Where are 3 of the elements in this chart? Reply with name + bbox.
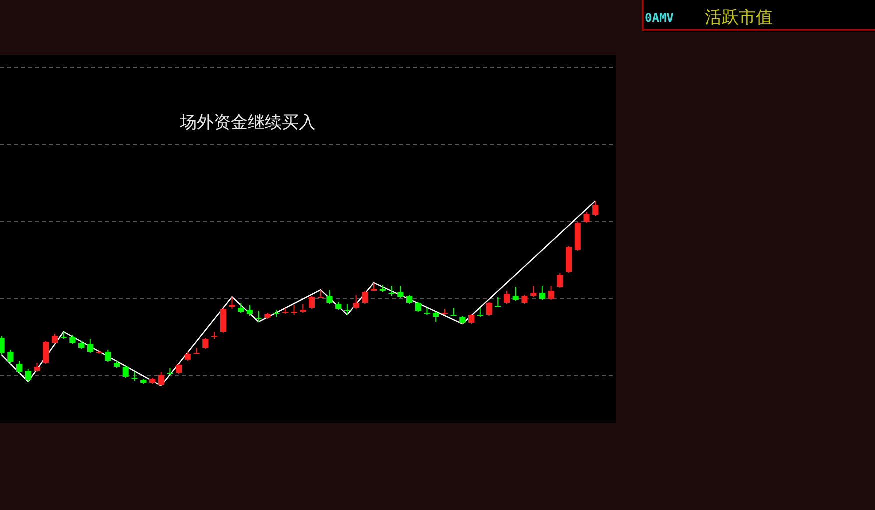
text: 活跃市值 [705,8,773,28]
text: 场外资金继续买入 [179,113,316,133]
text: 0AMV [645,11,674,25]
